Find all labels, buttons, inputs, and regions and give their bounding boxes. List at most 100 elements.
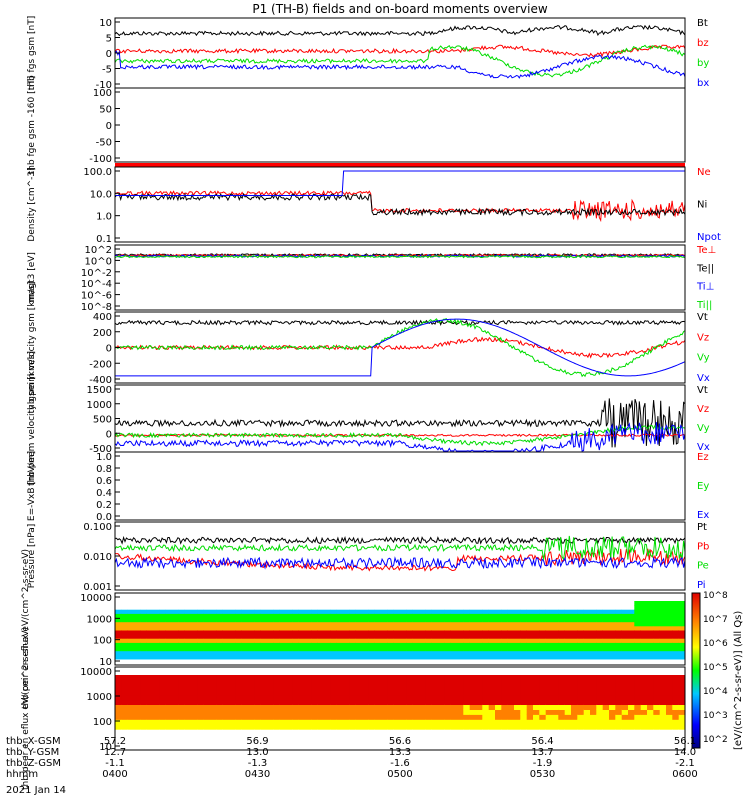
spectrogram-cell — [419, 654, 426, 660]
spectrogram-cell — [222, 724, 230, 730]
spectrogram-cell — [539, 625, 547, 631]
spectrogram-cell — [634, 704, 642, 710]
spectrogram-cell — [539, 684, 547, 691]
spectrogram-cell — [634, 642, 642, 647]
spectrogram-cell — [343, 719, 350, 725]
spectrogram-cell — [425, 617, 433, 623]
spectrogram-cell — [374, 699, 382, 705]
spectrogram-cell — [647, 684, 654, 691]
spectrogram-cell — [115, 689, 122, 696]
spectrogram-cell — [248, 634, 255, 639]
spectrogram-cell — [640, 601, 648, 606]
spectrogram-cell — [520, 679, 528, 686]
spectrogram-cell — [444, 684, 452, 691]
spectrogram-cell — [216, 714, 224, 720]
spectrogram-cell — [412, 675, 420, 681]
spectrogram-cell — [647, 642, 654, 647]
spectrogram-cell — [305, 714, 312, 720]
spectrogram-cell — [590, 605, 597, 610]
spectrogram-cell — [425, 739, 433, 745]
spectrogram-cell — [539, 613, 547, 618]
spectrogram-cell — [305, 642, 312, 647]
spectrogram-cell — [583, 704, 591, 710]
spectrogram-cell — [558, 601, 566, 606]
spectrogram-cell — [438, 642, 445, 647]
spectrogram-cell — [539, 621, 547, 627]
spectrogram-cell — [159, 714, 167, 720]
spectrogram-cell — [368, 634, 376, 639]
spectrogram-cell — [235, 724, 243, 730]
series-Pi — [114, 556, 686, 570]
spectrogram-cell — [666, 694, 673, 701]
spectrogram-cell — [210, 609, 217, 614]
spectrogram-cell — [520, 739, 528, 745]
spectrogram-cell — [127, 625, 135, 631]
spectrogram-cell — [115, 634, 122, 639]
spectrogram-cell — [368, 734, 376, 740]
spectrogram-cell — [298, 625, 306, 631]
spectrogram-cell — [666, 729, 673, 735]
spectrogram-cell — [647, 675, 654, 681]
spectrogram-cell — [412, 714, 420, 720]
spectrogram-cell — [292, 654, 300, 660]
spectrogram-cell — [241, 617, 249, 623]
spectrogram-cell — [501, 642, 509, 647]
spectrogram-cell — [324, 689, 331, 696]
y-tick-label: 500 — [93, 415, 112, 426]
spectrogram-cell — [457, 714, 464, 720]
spectrogram-cell — [501, 729, 509, 735]
spectrogram-cell — [438, 617, 445, 623]
spectrogram-cell — [615, 654, 623, 660]
spectrogram-cell — [273, 605, 281, 610]
spectrogram-cell — [127, 719, 135, 725]
spectrogram-cell — [254, 650, 262, 656]
spectrogram-cell — [381, 609, 388, 614]
spectrogram-cell — [374, 694, 382, 701]
spectrogram-cell — [343, 679, 350, 686]
spectrogram-cell — [159, 709, 167, 715]
spectrogram-cell — [482, 638, 490, 643]
spectrogram-cell — [191, 684, 198, 691]
spectrogram-cell — [210, 694, 217, 701]
spectrogram-cell — [577, 605, 585, 610]
ephemeris-value: 0430 — [245, 769, 270, 780]
spectrogram-cell — [279, 642, 287, 647]
spectrogram-cell — [545, 646, 553, 652]
spectrogram-cell — [305, 613, 312, 618]
spectrogram-cell — [609, 729, 616, 735]
spectrogram-cell — [267, 642, 274, 647]
spectrogram-cell — [621, 734, 629, 740]
spectrogram-cell — [203, 609, 211, 614]
legend-Pe: Pe — [697, 561, 709, 572]
spectrogram-cell — [482, 605, 490, 610]
spectrogram-cell — [279, 638, 287, 643]
spectrogram-cell — [571, 679, 578, 686]
spectrogram-cell — [520, 704, 528, 710]
spectrogram-cell — [343, 650, 350, 656]
spectrogram-cell — [393, 613, 401, 618]
spectrogram-cell — [178, 739, 186, 745]
spectrogram-cell — [514, 654, 521, 660]
spectrogram-cell — [666, 739, 673, 745]
spectrogram-cell — [216, 621, 224, 627]
spectrogram-cell — [197, 634, 205, 639]
spectrogram-cell — [127, 646, 135, 652]
spectrogram-cell — [431, 699, 439, 705]
spectrogram-cell — [248, 734, 255, 740]
spectrogram-cell — [210, 642, 217, 647]
spectrogram-cell — [495, 719, 502, 725]
spectrogram-cell — [412, 650, 420, 656]
spectrogram-cell — [178, 642, 186, 647]
spectrogram-cell — [666, 601, 673, 606]
spectrogram-cell — [298, 719, 306, 725]
spectrogram-cell — [260, 704, 268, 710]
spectrogram-cell — [412, 739, 420, 745]
spectrogram-cell — [602, 675, 610, 681]
spectrogram-cell — [450, 694, 458, 701]
spectrogram-cell — [298, 650, 306, 656]
spectrogram-cell — [476, 601, 483, 606]
spectrogram-cell — [431, 642, 439, 647]
spectrogram-cell — [457, 634, 464, 639]
spectrogram-cell — [273, 642, 281, 647]
